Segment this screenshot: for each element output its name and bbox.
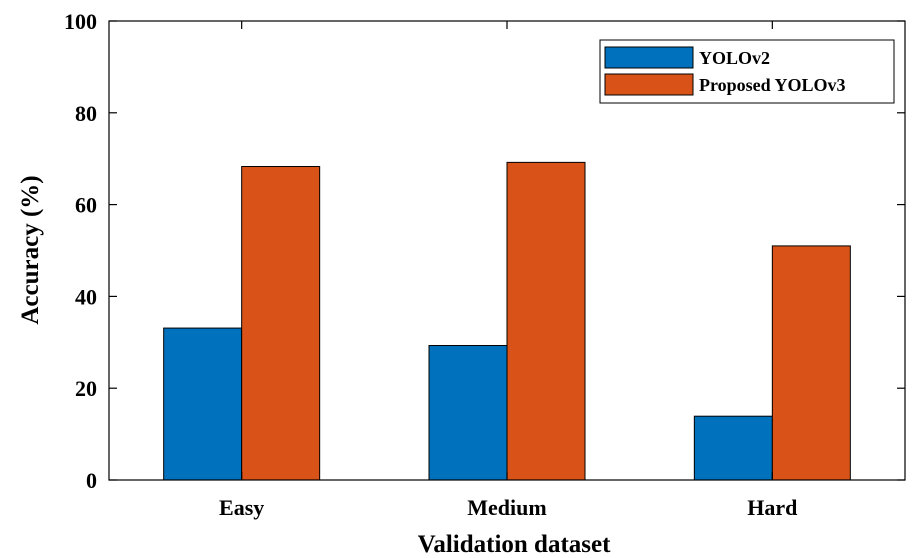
bar-proposed-yolov3-easy <box>241 166 321 481</box>
legend: YOLOv2 Proposed YOLOv3 <box>599 39 895 104</box>
legend-label: Proposed YOLOv3 <box>699 75 846 95</box>
bar-yolov2-easy <box>163 327 243 481</box>
legend-swatch <box>604 73 694 96</box>
y-tick-label: 60 <box>75 193 97 218</box>
y-tick-label: 0 <box>86 468 97 493</box>
x-axis-title: Validation dataset <box>418 531 612 558</box>
bar-proposed-yolov3-medium <box>506 161 586 481</box>
bar-yolov2-medium <box>428 345 508 481</box>
y-axis-title: Accuracy (%) <box>17 175 44 324</box>
bars-layer <box>163 161 851 481</box>
y-tick-label: 20 <box>75 376 97 401</box>
y-tick-label: 100 <box>64 9 97 34</box>
legend-label: YOLOv2 <box>699 48 770 68</box>
x-category-label-easy: Easy <box>219 495 264 520</box>
x-category-label-medium: Medium <box>467 495 546 520</box>
bar-proposed-yolov3-hard <box>771 245 851 481</box>
y-axis-ticks: 0 20 40 60 80 100 <box>64 9 905 493</box>
x-category-label-hard: Hard <box>747 495 797 520</box>
legend-swatch <box>604 46 694 69</box>
x-axis-category-labels: Easy Medium Hard <box>219 21 797 520</box>
y-tick-label: 40 <box>75 284 97 309</box>
y-tick-label: 80 <box>75 101 97 126</box>
bar-yolov2-hard <box>693 415 773 481</box>
